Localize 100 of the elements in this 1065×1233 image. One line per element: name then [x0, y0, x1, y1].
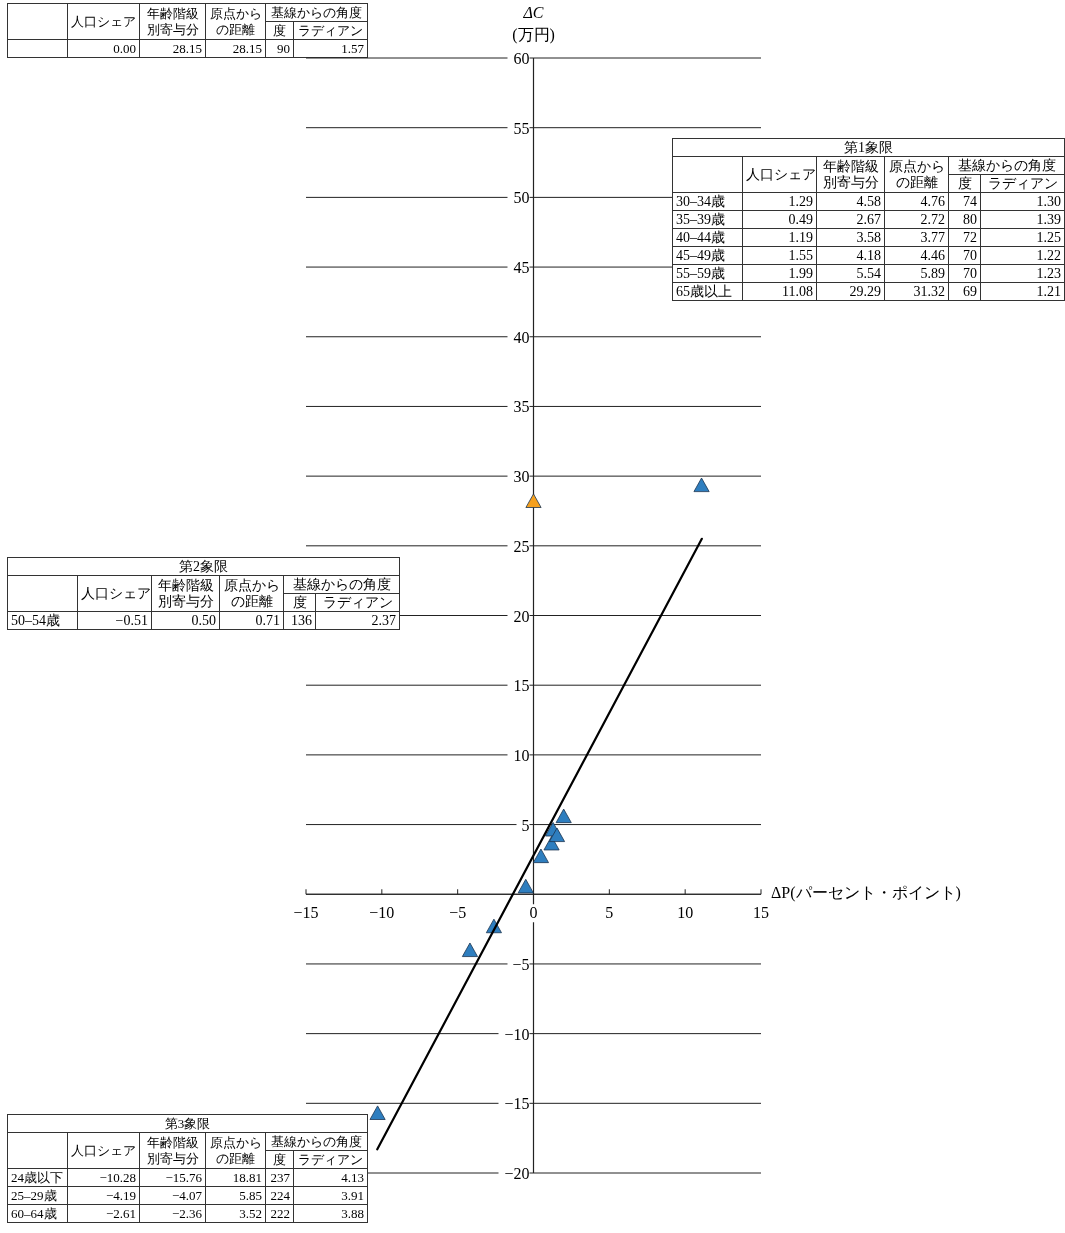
text: 0.71 — [255, 612, 280, 628]
text: −2.61 — [105, 1205, 136, 1221]
text: 136 — [291, 612, 312, 628]
text: −0.51 — [115, 612, 148, 628]
x-axis-title: ΔP(パーセント・ポイント) — [771, 884, 961, 903]
text: −4.19 — [105, 1187, 136, 1203]
text: 28.15 — [232, 40, 262, 56]
category-label: 45–49歳 — [676, 247, 725, 263]
text: 3.58 — [856, 229, 881, 245]
text: 222 — [270, 1205, 290, 1221]
point — [693, 477, 710, 493]
y-tick-label: 20 — [513, 607, 530, 625]
text: 1.21 — [1036, 283, 1062, 299]
text: 第1象限 — [672, 138, 1065, 157]
text: 1.23 — [1036, 265, 1062, 281]
y-axis-title: ΔC (万円) — [512, 4, 555, 44]
category-label: 人口シェア — [67, 1132, 140, 1169]
category-label: 35–39歳 — [676, 211, 725, 227]
text: 72 — [963, 229, 977, 245]
text: 基線からの角度 — [265, 3, 368, 22]
text: 3.91 — [341, 1187, 364, 1203]
text: 69 — [963, 283, 977, 299]
text: 29.29 — [849, 283, 881, 299]
y-tick-label: −10 — [504, 1025, 530, 1043]
text: 0.00 — [113, 40, 136, 56]
category-label: 40–44歳 — [676, 229, 725, 245]
text: 3.52 — [239, 1205, 262, 1221]
point — [525, 493, 542, 508]
text: 4.58 — [856, 193, 881, 209]
category-label: 年齢階級別寄与分 — [139, 3, 206, 40]
text: 70 — [963, 247, 977, 263]
y-tick-label: 60 — [513, 50, 530, 67]
category-label: 度 — [265, 1150, 294, 1169]
x-tick-label: 5 — [605, 904, 614, 922]
text: 80 — [963, 211, 977, 227]
text: 0.50 — [191, 612, 216, 628]
category-label: 年齢階級別寄与分 — [816, 156, 885, 193]
text: 224 — [270, 1187, 290, 1203]
y-tick-label: 30 — [513, 468, 530, 486]
category-label: 24歳以下 — [11, 1169, 63, 1185]
category-label: 度 — [283, 593, 316, 612]
point — [369, 1105, 386, 1120]
category-label: 年齢階級別寄与分 — [151, 575, 220, 612]
text: 70 — [963, 265, 977, 281]
y-tick-label: 35 — [513, 398, 530, 416]
category-label: 55–59歳 — [676, 265, 725, 281]
text: 2.67 — [856, 211, 881, 227]
annotation: 基線からの角度 — [283, 575, 400, 594]
category-label: 25–29歳 — [11, 1187, 57, 1203]
x-tick-label: 0 — [529, 904, 538, 922]
text: 基線からの角度 — [948, 156, 1065, 175]
text: 5.85 — [239, 1187, 262, 1203]
text: 18.81 — [232, 1169, 262, 1185]
text: 5.89 — [920, 265, 945, 281]
y-tick-label: 10 — [513, 746, 530, 764]
category-label: 度 — [948, 174, 981, 193]
text: 0.49 — [788, 211, 813, 227]
category-label: 30–34歳 — [676, 193, 725, 209]
x-tick-label: −10 — [369, 904, 395, 922]
x-tick-label: 10 — [677, 904, 694, 922]
y-tick-label: 50 — [513, 189, 530, 207]
text: 74 — [963, 193, 977, 209]
text: 3.77 — [920, 229, 945, 245]
point — [461, 942, 478, 957]
category-label: 原点からの距離 — [205, 1132, 266, 1169]
y-tick-label: 55 — [513, 119, 530, 137]
y-tick-label: −15 — [504, 1095, 530, 1113]
y-tick-label: 5 — [521, 816, 530, 834]
text: 2.37 — [371, 612, 397, 628]
category-label: 65歳以上 — [676, 283, 732, 299]
category-label: 50–54歳 — [11, 612, 60, 628]
category-label: 人口シェア — [77, 575, 152, 612]
category-label: 人口シェア — [742, 156, 817, 193]
y-tick-label: −20 — [504, 1165, 530, 1182]
x-tick-label: 15 — [753, 904, 769, 922]
text: 4.46 — [920, 247, 945, 263]
text: 90 — [277, 40, 290, 56]
text: −2.36 — [171, 1205, 202, 1221]
category-label: 度 — [265, 21, 294, 40]
text: 28.15 — [172, 40, 202, 56]
category-label: 人口シェア — [67, 3, 140, 40]
text: −15.76 — [165, 1169, 202, 1185]
text: 1.57 — [341, 40, 364, 56]
text: 237 — [270, 1169, 290, 1185]
text: 4.13 — [341, 1169, 364, 1185]
category-label: ラディアン — [980, 174, 1065, 193]
y-tick-label: −5 — [512, 955, 530, 973]
text: 1.19 — [788, 229, 813, 245]
text: −4.07 — [171, 1187, 202, 1203]
category-label: 原点からの距離 — [884, 156, 949, 193]
text: 4.76 — [920, 193, 945, 209]
category-label: 60–64歳 — [11, 1205, 57, 1221]
category-label: ラディアン — [293, 1150, 368, 1169]
text: 1.29 — [788, 193, 813, 209]
text: −10.28 — [99, 1169, 136, 1185]
text: 31.32 — [913, 283, 945, 299]
point — [517, 878, 534, 894]
point — [532, 848, 549, 864]
text: 4.18 — [856, 247, 881, 263]
text: 1.99 — [788, 265, 813, 281]
